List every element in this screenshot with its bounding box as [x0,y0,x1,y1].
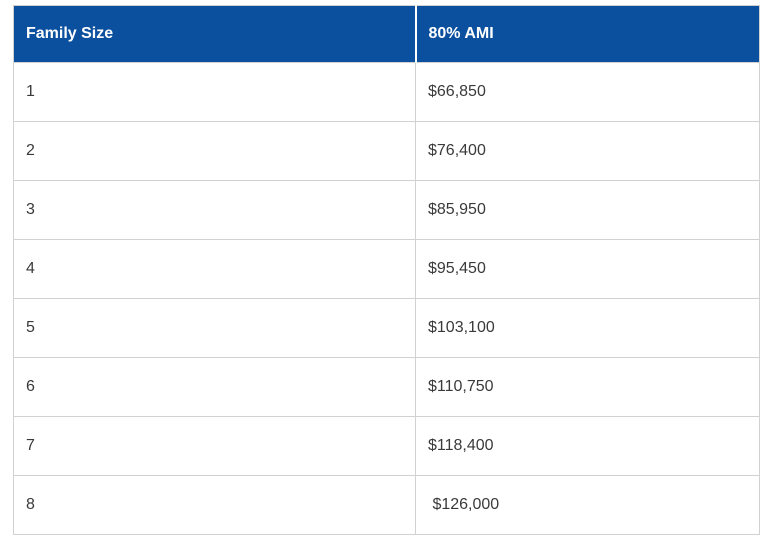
table-row: 7 $118,400 [13,416,760,476]
ami-cell: $103,100 [415,298,760,358]
family-size-cell: 3 [13,180,416,240]
table-row: 1 $66,850 [13,62,760,122]
table-row: 5 $103,100 [13,298,760,358]
ami-cell: $95,450 [415,239,760,299]
family-size-cell: 4 [13,239,416,299]
column-header-family-size: Family Size [13,5,417,63]
table-row: 2 $76,400 [13,121,760,181]
family-size-cell: 5 [13,298,416,358]
table-row: 8 $126,000 [13,475,760,535]
ami-cell: $85,950 [415,180,760,240]
table-header: Family Size 80% AMI [13,5,760,63]
ami-cell: $126,000 [415,475,760,535]
header-row: Family Size 80% AMI [13,5,760,63]
ami-cell: $76,400 [415,121,760,181]
family-size-cell: 1 [13,62,416,122]
income-limits-table: Family Size 80% AMI 1 $66,850 2 $76,400 3 $85… [13,5,760,535]
ami-cell: $110,750 [415,357,760,417]
column-header-80-ami: 80% AMI [415,5,760,63]
table-row: 6 $110,750 [13,357,760,417]
family-size-cell: 2 [13,121,416,181]
family-size-cell: 8 [13,475,416,535]
ami-cell: $118,400 [415,416,760,476]
ami-cell: $66,850 [415,62,760,122]
table-row: 4 $95,450 [13,239,760,299]
family-size-cell: 7 [13,416,416,476]
table-row: 3 $85,950 [13,180,760,240]
table-body: 1 $66,850 2 $76,400 3 $85,950 4 $95,450 5 $103,10… [13,62,760,535]
family-size-cell: 6 [13,357,416,417]
